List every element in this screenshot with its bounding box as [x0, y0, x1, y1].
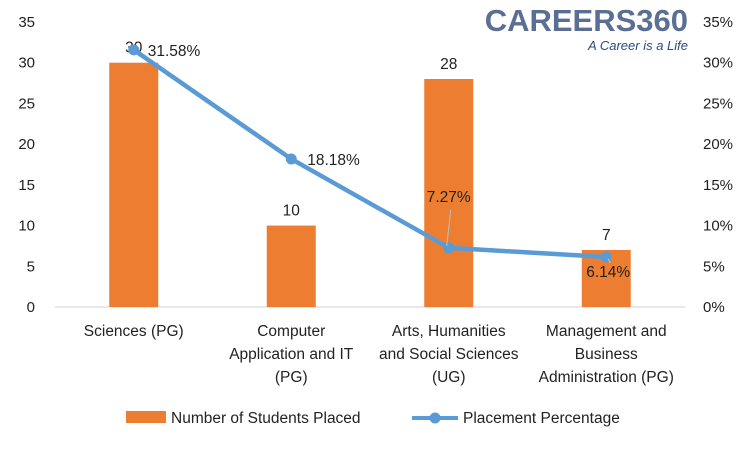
- line-data-label: 6.14%: [586, 264, 630, 281]
- y-axis-left: 0 5 10 15 20 25 30 35: [18, 14, 35, 316]
- bar: [266, 225, 316, 307]
- y-right-tick-label: 25%: [703, 95, 733, 112]
- line-data-label: 31.58%: [148, 43, 201, 60]
- category-label-line: Application and IT: [229, 346, 354, 363]
- category-label-line: Computer: [257, 323, 325, 340]
- category-label-line: Management and: [546, 323, 667, 340]
- legend-label-line: Placement Percentage: [463, 410, 620, 427]
- y-right-tick-label: 20%: [703, 136, 733, 153]
- line-point: [443, 242, 455, 254]
- x-axis-categories: Sciences (PG) Computer Application and IT (…: [84, 323, 674, 386]
- category-label-line: Administration (PG): [539, 369, 674, 386]
- y-left-tick-label: 30: [18, 55, 35, 72]
- x-axis-category-label: Management and Business Administration (PG…: [539, 323, 674, 386]
- line-point: [285, 153, 297, 165]
- y-right-tick-label: 30%: [703, 55, 733, 72]
- category-label-line: (UG): [432, 369, 466, 386]
- category-label-line: (PG): [275, 369, 308, 386]
- careers360-logo: CAREERS360 A Career is a Life: [485, 3, 688, 53]
- line-data-label: 7.27%: [427, 189, 471, 206]
- y-right-tick-label: 15%: [703, 177, 733, 194]
- y-right-tick-label: 10%: [703, 218, 733, 235]
- bar: [424, 79, 474, 307]
- x-axis-category-label: Computer Application and IT (PG): [229, 323, 354, 386]
- line-point: [600, 251, 612, 263]
- y-right-tick-label: 0%: [703, 299, 725, 316]
- y-right-tick-label: 5%: [703, 258, 725, 275]
- line-point: [128, 44, 140, 56]
- label-leader-line: [607, 258, 611, 264]
- category-label-line: Arts, Humanities: [392, 323, 506, 340]
- bar-data-label: 7: [602, 227, 611, 244]
- legend: Number of Students Placed Placement Perce…: [126, 410, 620, 427]
- y-axis-right: 0% 5% 10% 15% 20% 25% 30% 35%: [703, 14, 733, 316]
- y-left-tick-label: 10: [18, 218, 35, 235]
- label-leader-line: [446, 209, 452, 246]
- y-left-tick-label: 5: [27, 258, 35, 275]
- category-label-line: Sciences (PG): [84, 323, 184, 340]
- bar-series: 3010287: [109, 40, 631, 307]
- line-data-label: 18.18%: [307, 152, 360, 169]
- bar-data-label: 10: [283, 203, 301, 220]
- y-left-tick-label: 0: [27, 299, 35, 316]
- logo-wordmark: CAREERS360: [485, 3, 688, 38]
- category-label-line: and Social Sciences: [379, 346, 519, 363]
- category-label-line: Business: [575, 346, 638, 363]
- legend-swatch-bar: [126, 411, 166, 423]
- y-left-tick-label: 15: [18, 177, 35, 194]
- legend-label-bar: Number of Students Placed: [171, 410, 361, 427]
- y-left-tick-label: 20: [18, 136, 35, 153]
- x-axis-category-label: Arts, Humanities and Social Sciences (UG): [379, 323, 519, 386]
- y-left-tick-label: 25: [18, 95, 35, 112]
- legend-swatch-marker: [429, 412, 441, 424]
- y-right-tick-label: 35%: [703, 14, 733, 31]
- series-line: [131, 47, 609, 260]
- x-axis-category-label: Sciences (PG): [84, 323, 184, 340]
- line-series: 31.58% 18.18% 7.27% 6.14%: [128, 43, 630, 281]
- logo-tagline: A Career is a Life: [587, 38, 688, 53]
- bar-data-label: 28: [440, 56, 457, 73]
- y-left-tick-label: 35: [18, 14, 35, 31]
- bar: [109, 62, 159, 307]
